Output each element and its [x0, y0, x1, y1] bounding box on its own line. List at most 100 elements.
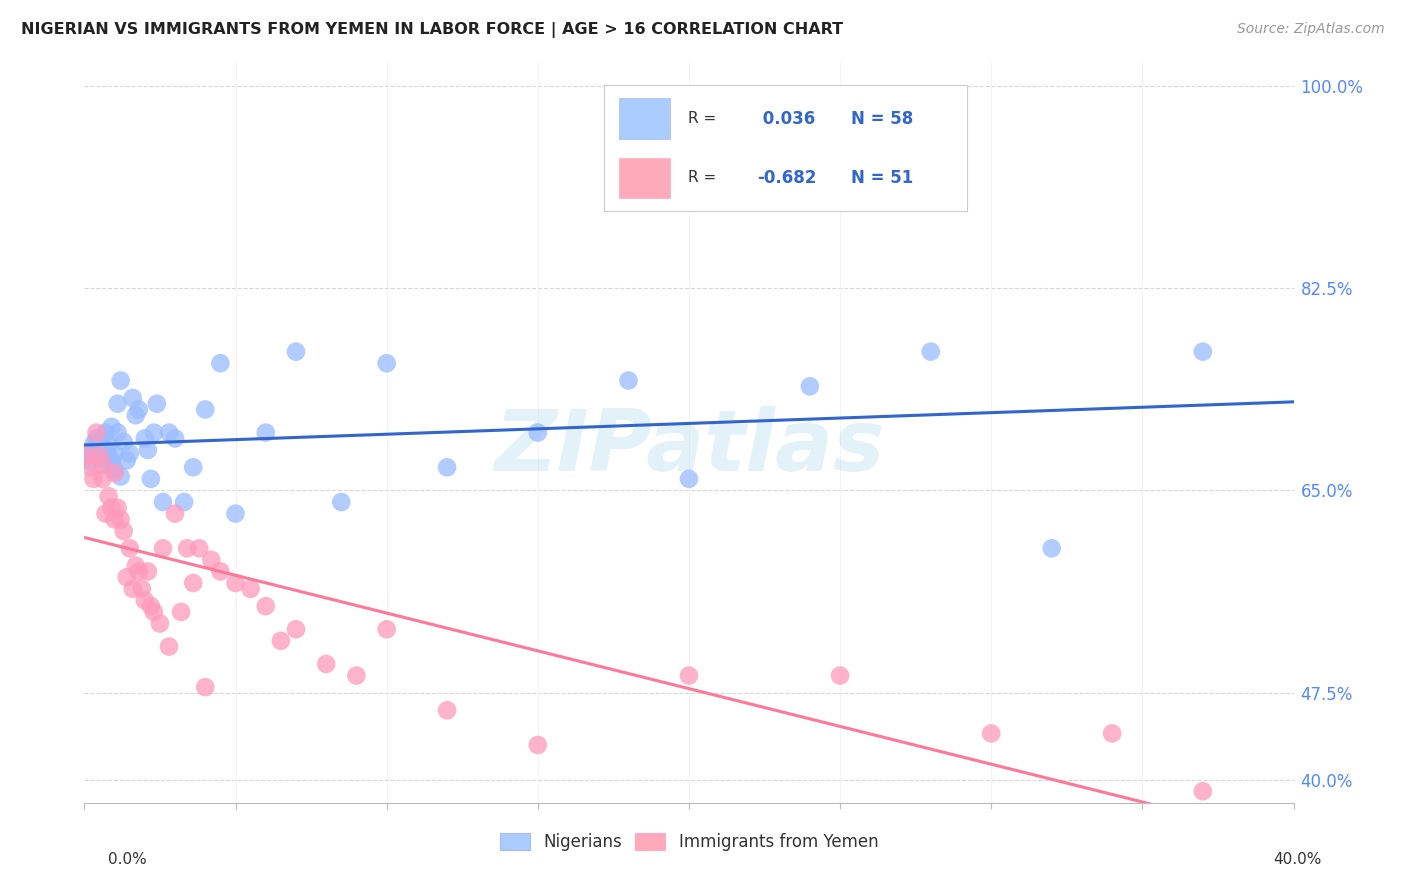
Point [121, 582, 143, 596]
Point [436, 703, 458, 717]
Point [209, 356, 232, 370]
Point [82, 437, 104, 451]
Point [97, 437, 120, 451]
Point [115, 453, 138, 467]
Point [157, 640, 180, 654]
Point [107, 500, 129, 515]
Point [107, 397, 129, 411]
Point [86, 431, 108, 445]
Point [152, 495, 174, 509]
Point [128, 402, 150, 417]
Point [121, 391, 143, 405]
Point [980, 726, 1002, 740]
Point [315, 657, 337, 671]
Point [1040, 541, 1063, 556]
Point [346, 668, 368, 682]
Point [173, 495, 195, 509]
Point [920, 344, 942, 359]
Point [181, 576, 204, 591]
Point [139, 472, 162, 486]
Point [97, 458, 120, 472]
Point [91, 442, 114, 457]
Point [100, 454, 122, 468]
Point [86, 425, 108, 440]
Point [285, 344, 308, 359]
Point [104, 446, 127, 460]
Point [165, 431, 187, 445]
Point [194, 680, 217, 694]
Point [110, 374, 132, 388]
Point [225, 576, 247, 591]
Point [91, 458, 114, 472]
Text: 0.0%: 0.0% [108, 852, 148, 867]
Point [149, 616, 172, 631]
Point [79, 446, 101, 460]
Point [200, 553, 222, 567]
Point [89, 451, 111, 466]
Point [436, 460, 458, 475]
Point [527, 738, 550, 752]
Point [136, 442, 159, 457]
Point [1192, 784, 1215, 798]
Point [799, 379, 821, 393]
Point [104, 462, 127, 476]
Point [285, 622, 308, 636]
Point [254, 599, 277, 614]
Point [118, 446, 141, 460]
Text: NIGERIAN VS IMMIGRANTS FROM YEMEN IN LABOR FORCE | AGE > 16 CORRELATION CHART: NIGERIAN VS IMMIGRANTS FROM YEMEN IN LAB… [21, 22, 844, 38]
Point [125, 558, 148, 573]
Point [91, 472, 114, 486]
Point [125, 409, 148, 423]
Point [76, 449, 98, 463]
Point [134, 431, 156, 445]
Point [1101, 726, 1123, 740]
Point [270, 633, 292, 648]
Point [131, 582, 153, 596]
Point [194, 402, 217, 417]
Point [94, 442, 117, 457]
Point [830, 668, 852, 682]
Point [136, 565, 159, 579]
Point [94, 449, 117, 463]
Point [678, 668, 700, 682]
Point [91, 437, 114, 451]
Point [1192, 344, 1215, 359]
Point [375, 622, 398, 636]
Point [110, 512, 132, 526]
Point [110, 469, 132, 483]
Point [146, 397, 169, 411]
Point [112, 524, 135, 538]
Point [330, 495, 353, 509]
Point [225, 507, 247, 521]
Text: 40.0%: 40.0% [1274, 852, 1322, 867]
Point [254, 425, 277, 440]
Point [142, 425, 165, 440]
Point [100, 420, 122, 434]
Point [165, 507, 187, 521]
Point [89, 434, 111, 449]
Point [139, 599, 162, 614]
Point [617, 374, 640, 388]
Point [82, 472, 104, 486]
Legend: Nigerians, Immigrants from Yemen: Nigerians, Immigrants from Yemen [494, 826, 884, 857]
Point [107, 425, 129, 440]
Text: ZIPatlas: ZIPatlas [494, 406, 884, 489]
Point [112, 434, 135, 449]
Point [157, 425, 180, 440]
Point [94, 507, 117, 521]
Point [76, 449, 98, 463]
Point [134, 593, 156, 607]
Point [170, 605, 193, 619]
Point [79, 454, 101, 468]
Point [115, 570, 138, 584]
Point [527, 425, 550, 440]
Point [100, 500, 122, 515]
Point [82, 442, 104, 457]
Point [375, 356, 398, 370]
Point [239, 582, 262, 596]
Point [94, 425, 117, 440]
Point [176, 541, 198, 556]
Point [128, 565, 150, 579]
Text: Source: ZipAtlas.com: Source: ZipAtlas.com [1237, 22, 1385, 37]
Point [678, 472, 700, 486]
